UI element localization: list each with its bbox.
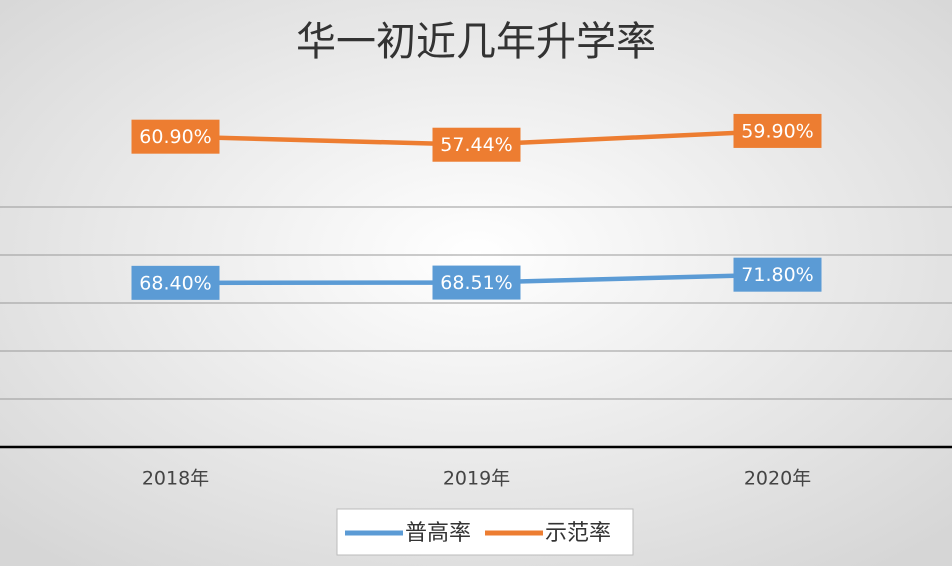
data-label-box <box>131 265 220 300</box>
x-tick-label: 2020年 <box>744 468 811 490</box>
data-label-box <box>432 127 521 162</box>
x-tick-label: 2019年 <box>443 468 510 490</box>
data-label-box <box>432 265 521 300</box>
data-label: 68.40% <box>139 272 211 294</box>
data-label-box <box>131 119 220 154</box>
data-label-box <box>733 113 822 148</box>
x-tick-label: 2018年 <box>142 468 209 490</box>
chart-title: 华一初近几年升学率 <box>296 19 656 65</box>
data-label: 71.80% <box>741 264 813 286</box>
legend-label: 普高率 <box>405 521 471 546</box>
data-label-box <box>733 257 822 292</box>
legend-label: 示范率 <box>545 521 611 546</box>
data-label: 59.90% <box>741 120 813 142</box>
data-label: 68.51% <box>440 272 512 294</box>
data-label: 60.90% <box>139 126 211 148</box>
data-label: 57.44% <box>440 134 512 156</box>
